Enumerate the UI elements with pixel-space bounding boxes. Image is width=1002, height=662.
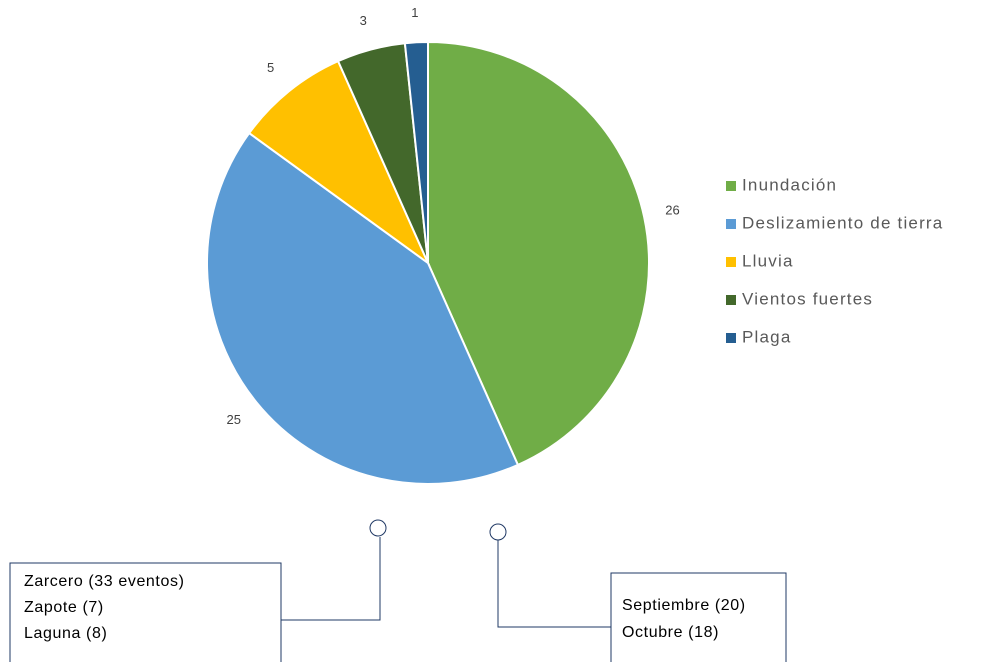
annotation-text: Laguna (8) — [24, 625, 107, 642]
legend-label: Deslizamiento de tierra — [742, 213, 943, 232]
legend-swatch — [726, 257, 736, 267]
data-label: 26 — [665, 202, 679, 217]
annotation-text: Zarcero (33 eventos) — [24, 573, 185, 590]
legend-label: Vientos fuertes — [742, 289, 873, 308]
legend-label: Inundación — [742, 175, 837, 194]
legend-swatch — [726, 295, 736, 305]
annotation-left — [9, 519, 387, 662]
data-label: 1 — [411, 5, 418, 20]
annotation-text: Zapote (7) — [24, 599, 104, 616]
connector-end — [489, 523, 507, 541]
annotation-box — [9, 562, 282, 662]
legend-label: Lluvia — [742, 251, 794, 270]
annotation-right — [489, 523, 787, 662]
legend-swatch — [726, 333, 736, 343]
annotation-box — [610, 572, 787, 662]
legend-swatch — [726, 219, 736, 229]
connector — [497, 540, 611, 628]
data-label: 5 — [267, 60, 274, 75]
slice — [403, 40, 429, 264]
connector — [281, 537, 381, 621]
annotation-text: Septiembre (20) — [622, 597, 746, 614]
slice — [247, 59, 431, 267]
legend-swatch — [726, 181, 736, 191]
data-label: 25 — [226, 412, 240, 427]
annotation-text: Octubre (18) — [622, 624, 719, 641]
legend-label: Plaga — [742, 327, 791, 346]
connector-end — [369, 519, 387, 537]
slice — [206, 131, 520, 485]
data-label: 3 — [360, 13, 367, 28]
slice — [427, 40, 650, 467]
